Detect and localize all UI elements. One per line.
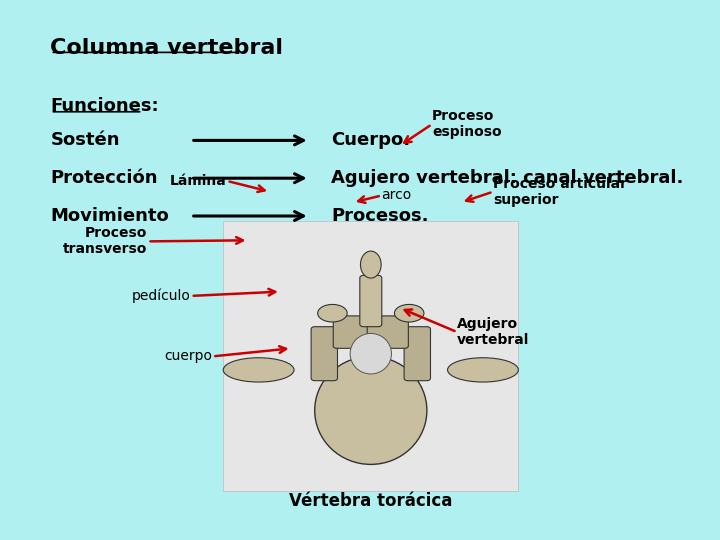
FancyBboxPatch shape bbox=[333, 316, 374, 348]
Ellipse shape bbox=[395, 305, 424, 322]
Text: Cuerpo.: Cuerpo. bbox=[331, 131, 410, 150]
Text: Agujero vertebral: canal vertebral.: Agujero vertebral: canal vertebral. bbox=[331, 169, 683, 187]
Ellipse shape bbox=[223, 357, 294, 382]
Ellipse shape bbox=[448, 357, 518, 382]
Text: Agujero
vertebral: Agujero vertebral bbox=[457, 317, 530, 347]
Text: Procesos.: Procesos. bbox=[331, 207, 428, 225]
FancyBboxPatch shape bbox=[404, 327, 431, 381]
FancyBboxPatch shape bbox=[311, 327, 338, 381]
Ellipse shape bbox=[315, 356, 427, 464]
Text: arco: arco bbox=[382, 188, 412, 202]
FancyBboxPatch shape bbox=[367, 316, 408, 348]
Text: Funciones:: Funciones: bbox=[50, 97, 159, 115]
Bar bbox=[223, 221, 518, 491]
Text: Proceso
transverso: Proceso transverso bbox=[63, 226, 148, 256]
Text: Lámina: Lámina bbox=[170, 174, 227, 188]
Text: Protección: Protección bbox=[50, 169, 158, 187]
Text: Movimiento: Movimiento bbox=[50, 207, 169, 225]
Text: pedículo: pedículo bbox=[132, 289, 191, 303]
Text: cuerpo: cuerpo bbox=[164, 349, 212, 363]
Text: Sostén: Sostén bbox=[50, 131, 120, 150]
Text: Vértebra torácica: Vértebra torácica bbox=[289, 492, 452, 510]
Text: Proceso articular
superior: Proceso articular superior bbox=[493, 177, 627, 207]
Ellipse shape bbox=[350, 333, 392, 374]
Ellipse shape bbox=[361, 251, 381, 278]
Text: Proceso
espinoso: Proceso espinoso bbox=[432, 109, 502, 139]
FancyBboxPatch shape bbox=[360, 275, 382, 327]
Text: Columna vertebral: Columna vertebral bbox=[50, 38, 284, 58]
Ellipse shape bbox=[318, 305, 347, 322]
